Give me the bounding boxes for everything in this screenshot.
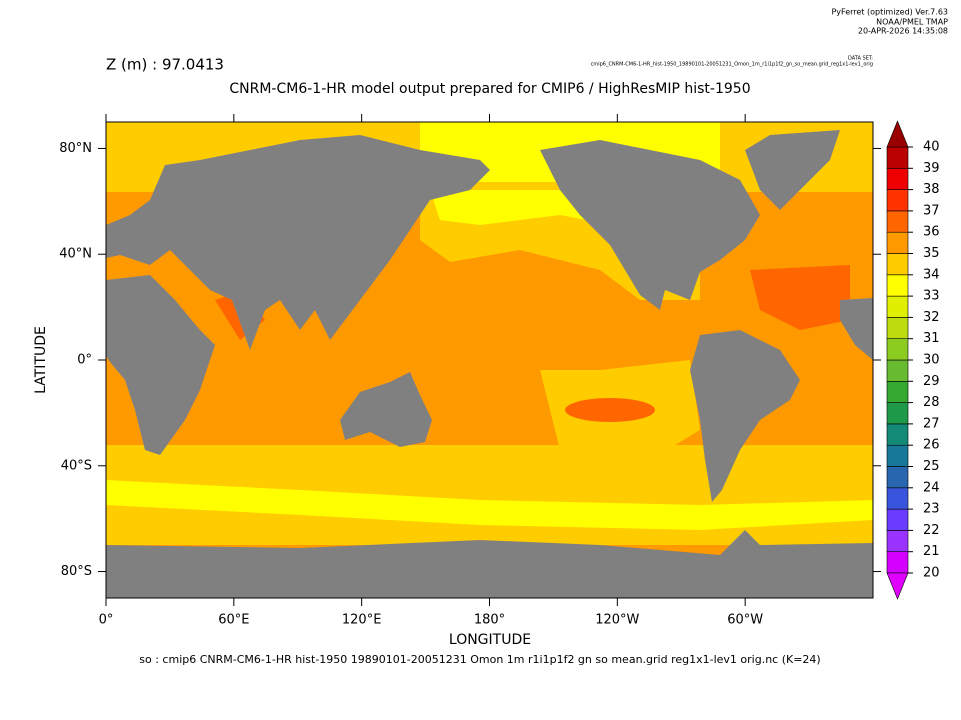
x-tick-label: 60°W <box>727 613 763 628</box>
org: NOAA/PMEL TMAP <box>876 18 948 27</box>
dataset-label: DATA SET: <box>848 56 873 62</box>
africa <box>106 275 215 455</box>
colorbar-label: 39 <box>923 161 940 176</box>
colorbar-label: 24 <box>923 480 940 495</box>
eurasia <box>106 135 490 350</box>
colorbar-label: 27 <box>923 416 940 431</box>
y-axis-label: LATITUDE <box>33 326 49 394</box>
colorbar-swatch <box>886 317 909 339</box>
y-tick-label: 40°S <box>61 458 92 473</box>
colorbar-swatch <box>886 423 909 446</box>
depth-label: Z (m) : 97.0413 <box>106 56 224 74</box>
colorbar-swatch <box>886 444 909 467</box>
ocean <box>565 398 655 422</box>
y-tick-label: 80°S <box>61 564 92 579</box>
colorbar-label: 35 <box>923 246 940 261</box>
colorbar-label: 20 <box>923 566 940 581</box>
colorbar-label: 40 <box>923 140 940 155</box>
x-tick-label: 180° <box>474 613 505 628</box>
antarctica <box>106 530 873 598</box>
land <box>106 130 873 598</box>
ocean <box>750 265 850 330</box>
colorbar-swatch <box>886 380 909 403</box>
colorbar-label: 36 <box>923 225 940 240</box>
colorbar: 20 21 22 23 24 25 26 27 28 29 30 31 32 33 34 35 36 37 38 39… <box>886 120 940 600</box>
africa <box>840 298 873 360</box>
colorbar-over <box>886 120 909 148</box>
colorbar-swatch <box>886 508 909 531</box>
dataset: cmip6_CNRM-CM6-1-HR_hist-1950_19890101-2… <box>591 62 873 68</box>
south-america <box>690 330 800 502</box>
colorbar-swatch <box>886 338 909 361</box>
colorbar-swatch <box>886 168 909 190</box>
colorbar-swatch <box>886 189 909 212</box>
y-tick-label: 80°N <box>59 141 92 156</box>
colorbar-label: 37 <box>923 203 940 218</box>
software: PyFerret (optimized) Ver.7.63 <box>831 8 948 17</box>
colorbar-swatch <box>886 466 909 489</box>
colorbar-label: 33 <box>923 289 940 304</box>
colorbar-swatch <box>886 146 909 169</box>
colorbar-label: 34 <box>923 267 940 282</box>
colorbar-under <box>886 572 909 600</box>
colorbar-label: 26 <box>923 438 940 453</box>
greenland <box>745 130 840 210</box>
ocean <box>106 480 873 530</box>
x-tick-label: 120°E <box>342 613 382 628</box>
colorbar-swatch <box>886 487 909 510</box>
colorbar-swatch <box>886 231 909 254</box>
axes: 0° 60°E 120°E 180° 120°W 60°W 80°N 40°N 0° 40°S 80… <box>59 114 881 628</box>
colorbar-label: 32 <box>923 310 940 325</box>
y-tick-label: 40°N <box>59 247 92 262</box>
y-tick-label: 0° <box>77 353 92 368</box>
colorbar-swatch <box>886 210 909 233</box>
colorbar-swatch <box>886 530 909 553</box>
colorbar-label: 30 <box>923 353 940 368</box>
colorbar-label: 28 <box>923 395 940 410</box>
footer: so : cmip6 CNRM-CM6-1-HR hist-1950 19890… <box>139 653 820 666</box>
x-tick-label: 0° <box>99 613 114 628</box>
timestamp: 20-APR-2026 14:35:08 <box>858 27 948 36</box>
x-tick-label: 120°W <box>595 613 639 628</box>
chart-title: CNRM-CM6-1-HR model output prepared for … <box>229 81 750 97</box>
colorbar-label: 29 <box>923 374 940 389</box>
colorbar-swatch <box>886 253 909 276</box>
colorbar-swatch <box>886 295 909 318</box>
colorbar-swatch <box>886 551 909 574</box>
colorbar-label: 31 <box>923 331 940 346</box>
colorbar-swatch <box>886 359 909 382</box>
colorbar-label: 23 <box>923 502 940 517</box>
colorbar-label: 21 <box>923 544 940 559</box>
colorbar-label: 38 <box>923 182 940 197</box>
colorbar-swatch <box>886 402 909 425</box>
x-tick-label: 60°E <box>218 613 249 628</box>
colorbar-label: 25 <box>923 459 940 474</box>
colorbar-label: 22 <box>923 523 940 538</box>
x-axis-label: LONGITUDE <box>449 632 531 648</box>
colorbar-swatch <box>886 274 909 297</box>
north-america <box>540 140 760 310</box>
australia <box>340 372 432 447</box>
